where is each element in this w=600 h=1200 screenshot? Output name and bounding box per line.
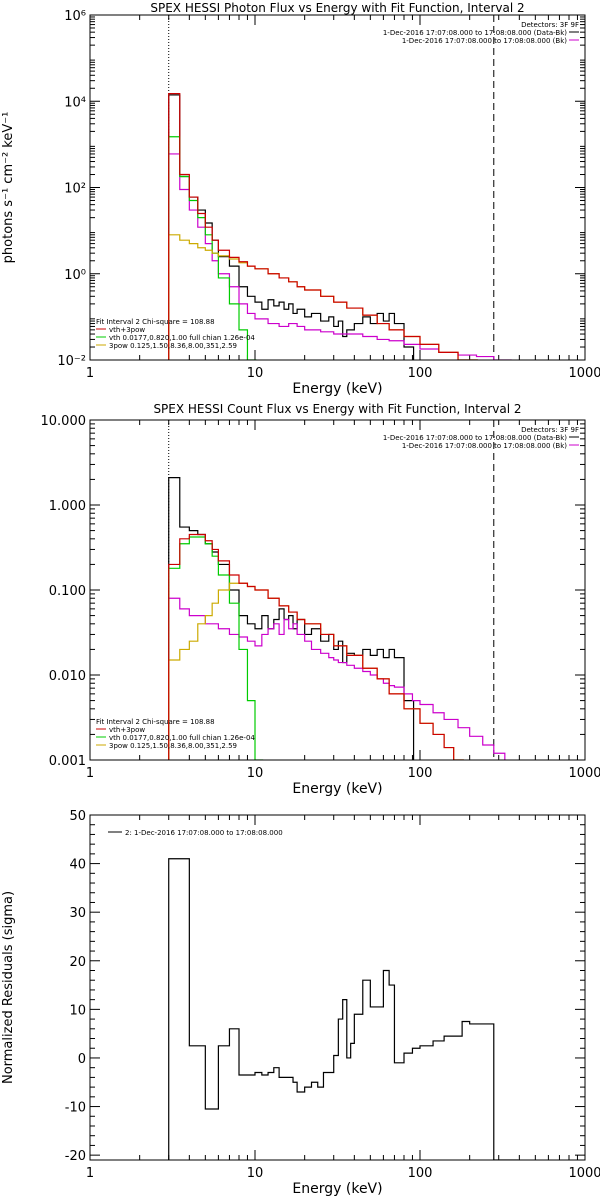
legend-entry-label: 1-Dec-2016 17:07:08.000 to 17:08:08.000 … [402,37,567,45]
chart-panel-1: SPEX HESSI Photon Flux vs Energy with Fi… [1,1,600,397]
plot-frame [89,14,586,361]
series-3-line [168,136,257,360]
x-tick-label: 1000 [568,1166,600,1181]
fit-legend-header: Fit Interval 2 Chi-square = 108.88 [96,318,215,326]
series-5-line [168,93,478,360]
residual-legend-label: 2: 1-Dec-2016 17:07:08.000 to 17:08:08.0… [125,829,283,837]
series-1-line [168,858,519,1160]
y-tick-label: 10² [64,182,86,197]
x-tick-label: 10 [247,1166,264,1181]
y-tick-label: 1.000 [49,499,86,514]
plot-frame [89,419,586,761]
x-axis-label: Energy (keV) [292,1181,382,1197]
chart-panel-3: 1 10 100 1000 -20 -10 0 10 20 30 40 50 Energy (keV) N… [1,809,600,1197]
series-5-line [168,533,464,760]
x-tick-label: 10 [247,366,264,381]
y-tick-label: 0.010 [49,669,86,684]
series-2-line [168,597,506,760]
x-tick-label: 1000 [568,366,600,381]
x-tick-label: 100 [408,1166,433,1181]
y-tick-label: 10⁰ [64,268,86,283]
fit-legend-header: Fit Interval 2 Chi-square = 108.88 [96,718,215,726]
legend-entry-label: 1-Dec-2016 17:07:08.000 to 17:08:08.000 … [383,29,567,37]
series-group [168,477,506,760]
y-tick-label: 0.001 [49,754,86,769]
y-tick-label: 0.100 [49,584,86,599]
y-tick-label: 50 [69,809,86,824]
series-group [168,858,519,1160]
y-axis-label: Normalized Residuals (sigma) [1,891,16,1084]
fit-legend-entry-label: vth+3pow [109,726,145,734]
y-tick-label: 30 [69,906,86,921]
y-tick-label: 40 [69,858,86,873]
x-tick-label: 100 [408,366,433,381]
legend-entry-label: 1-Dec-2016 17:07:08.000 to 17:08:08.000 … [383,434,567,442]
legend-entry-label: 1-Dec-2016 17:07:08.000 to 17:08:08.000 … [402,442,567,450]
x-tick-label: 1 [86,366,94,381]
x-tick-label: 1 [86,1166,94,1181]
series-1-line [168,477,415,760]
y-tick-label: 20 [69,955,86,970]
legend-header: Detectors: 3F 9F [521,21,579,29]
y-tick-label: -10 [65,1101,86,1116]
fit-legend-entry-label: vth 0.0177,0.820,1.00 full chian 1.26e-0… [109,334,255,342]
y-tick-label: 10⁶ [64,9,86,24]
x-tick-label: 10 [247,766,264,781]
x-axis-label: Energy (keV) [292,781,382,797]
y-tick-label: 10 [69,1003,86,1018]
series-group [168,93,512,360]
chart-panel-2: SPEX HESSI Count Flux vs Energy with Fit… [41,402,600,797]
chart-title: SPEX HESSI Photon Flux vs Energy with Fi… [150,1,524,15]
chart-title: SPEX HESSI Count Flux vs Energy with Fit… [153,402,521,416]
y-tick-label: 10⁴ [64,95,86,110]
x-axis-label: Energy (keV) [292,381,382,397]
fit-legend-entry-label: 3pow 0.125,1.50,8.36,8.00,351,2.59 [109,742,237,750]
x-tick-label: 1 [86,766,94,781]
legend-header: Detectors: 3F 9F [521,426,579,434]
x-tick-label: 1000 [568,766,600,781]
fit-legend-entry-label: vth 0.0177,0.820,1.00 full chian 1.26e-0… [109,734,255,742]
y-tick-label: 10.000 [41,414,87,429]
y-tick-label: 0 [78,1052,86,1067]
y-tick-label: -20 [65,1149,86,1164]
plot-frame [89,814,586,1161]
fit-legend-entry-label: vth+3pow [109,326,145,334]
y-tick-label: 10⁻² [57,354,86,369]
y-axis-label: photons s⁻¹ cm⁻² keV⁻¹ [1,112,16,264]
series-2-line [168,153,512,360]
fit-legend-entry-label: 3pow 0.125,1.50,8.36,8.00,351,2.59 [109,342,237,350]
x-tick-label: 100 [408,766,433,781]
